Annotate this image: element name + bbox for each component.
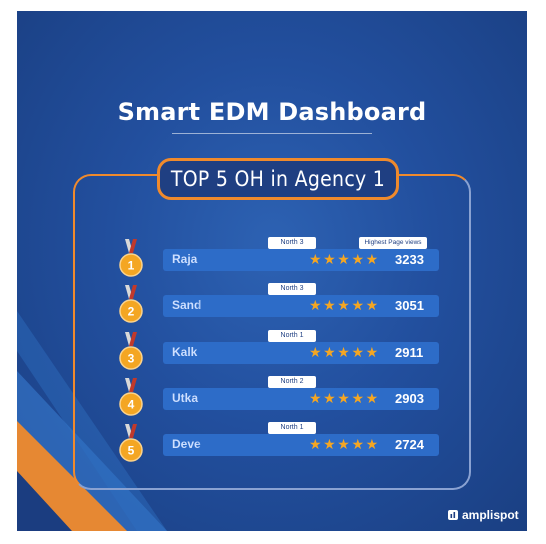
title-divider [172,133,372,134]
score-bar: Deve ★★★★★ 2724 [163,434,439,456]
ranking-row: 2 Sand ★★★★★ 3051 North 3 [17,283,527,331]
dashboard-card: Smart EDM Dashboard TOP 5 OH in Agency 1… [17,11,527,531]
page-views-value: 2724 [395,437,424,452]
score-bar: Sand ★★★★★ 3051 [163,295,439,317]
medal-icon: 3 [119,332,143,370]
star-rating: ★★★★★ [309,436,380,452]
ranking-badge-label: TOP 5 OH in Agency 1 [170,167,386,191]
region-label: North 3 [268,283,316,295]
page-views-value: 2903 [395,391,424,406]
score-bar: Utka ★★★★★ 2903 [163,388,439,410]
page-views-value: 3233 [395,252,424,267]
ranking-row: 3 Kalk ★★★★★ 2911 North 1 [17,330,527,378]
rank-number: 2 [128,305,135,319]
employee-name: Raja [172,252,212,266]
page-title: Smart EDM Dashboard [117,98,427,126]
region-label: North 1 [268,330,316,342]
corner-decoration [17,311,167,531]
ranking-row: 1 Raja ★★★★★ 3233 North 3 Highest Page v… [17,237,527,285]
star-rating: ★★★★★ [309,390,380,406]
brand-logo: amplispot [447,508,519,522]
star-rating: ★★★★★ [309,251,380,267]
medal-icon: 2 [119,285,143,323]
page-views-value: 2911 [395,345,424,360]
employee-name: Deve [172,437,212,451]
rank-number: 4 [128,398,135,412]
medal-icon: 4 [119,378,143,416]
employee-name: Kalk [172,345,212,359]
brand-name: amplispot [462,508,519,522]
medal-icon: 5 [119,424,143,462]
star-rating: ★★★★★ [309,297,380,313]
rank-number: 1 [128,259,135,273]
score-bar: Raja ★★★★★ 3233 [163,249,439,271]
rank-number: 3 [128,352,135,366]
score-bar: Kalk ★★★★★ 2911 [163,342,439,364]
amplispot-logo-icon [448,510,458,520]
column-header-label: Highest Page views [359,237,427,249]
region-label: North 2 [268,376,316,388]
medal-icon: 1 [119,239,143,277]
ranking-badge: TOP 5 OH in Agency 1 [157,158,399,200]
employee-name: Utka [172,391,212,405]
region-label: North 1 [268,422,316,434]
ranking-row: 5 Deve ★★★★★ 2724 North 1 [17,422,527,470]
rank-number: 5 [128,444,135,458]
region-label: North 3 [268,237,316,249]
employee-name: Sand [172,298,212,312]
ranking-row: 4 Utka ★★★★★ 2903 North 2 [17,376,527,424]
star-rating: ★★★★★ [309,344,380,360]
page-views-value: 3051 [395,298,424,313]
